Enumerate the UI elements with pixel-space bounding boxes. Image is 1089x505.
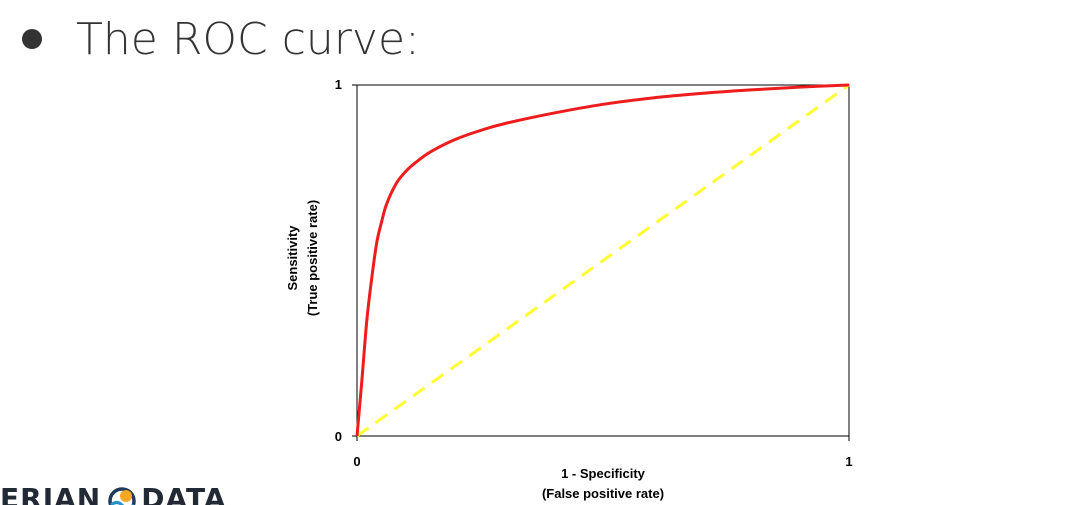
x-axis-sublabel: (False positive rate)	[542, 486, 664, 501]
slide-title-text: The ROC curve:	[76, 14, 420, 65]
bullet-icon	[22, 29, 42, 49]
y-axis-sublabel: (True positive rate)	[305, 200, 320, 316]
brand-logo: ERIAN DATA	[0, 480, 227, 505]
logo-text-left: ERIAN	[0, 482, 102, 505]
plot-frame	[356, 84, 850, 437]
logo-text-right: DATA	[141, 482, 227, 505]
x-tick-label-1: 1	[845, 454, 852, 469]
x-axis-label: 1 - Specificity	[561, 466, 646, 481]
y-tick-label-0: 0	[335, 429, 342, 444]
x-tick-label-0: 0	[353, 454, 360, 469]
logo-icon	[108, 487, 136, 505]
y-axis-label: Sensitivity	[285, 225, 300, 291]
slide-title: The ROC curve:	[18, 12, 420, 68]
y-tick-label-1: 1	[335, 77, 342, 92]
roc-curve-line	[355, 83, 850, 437]
random-classifier-line	[356, 83, 850, 438]
